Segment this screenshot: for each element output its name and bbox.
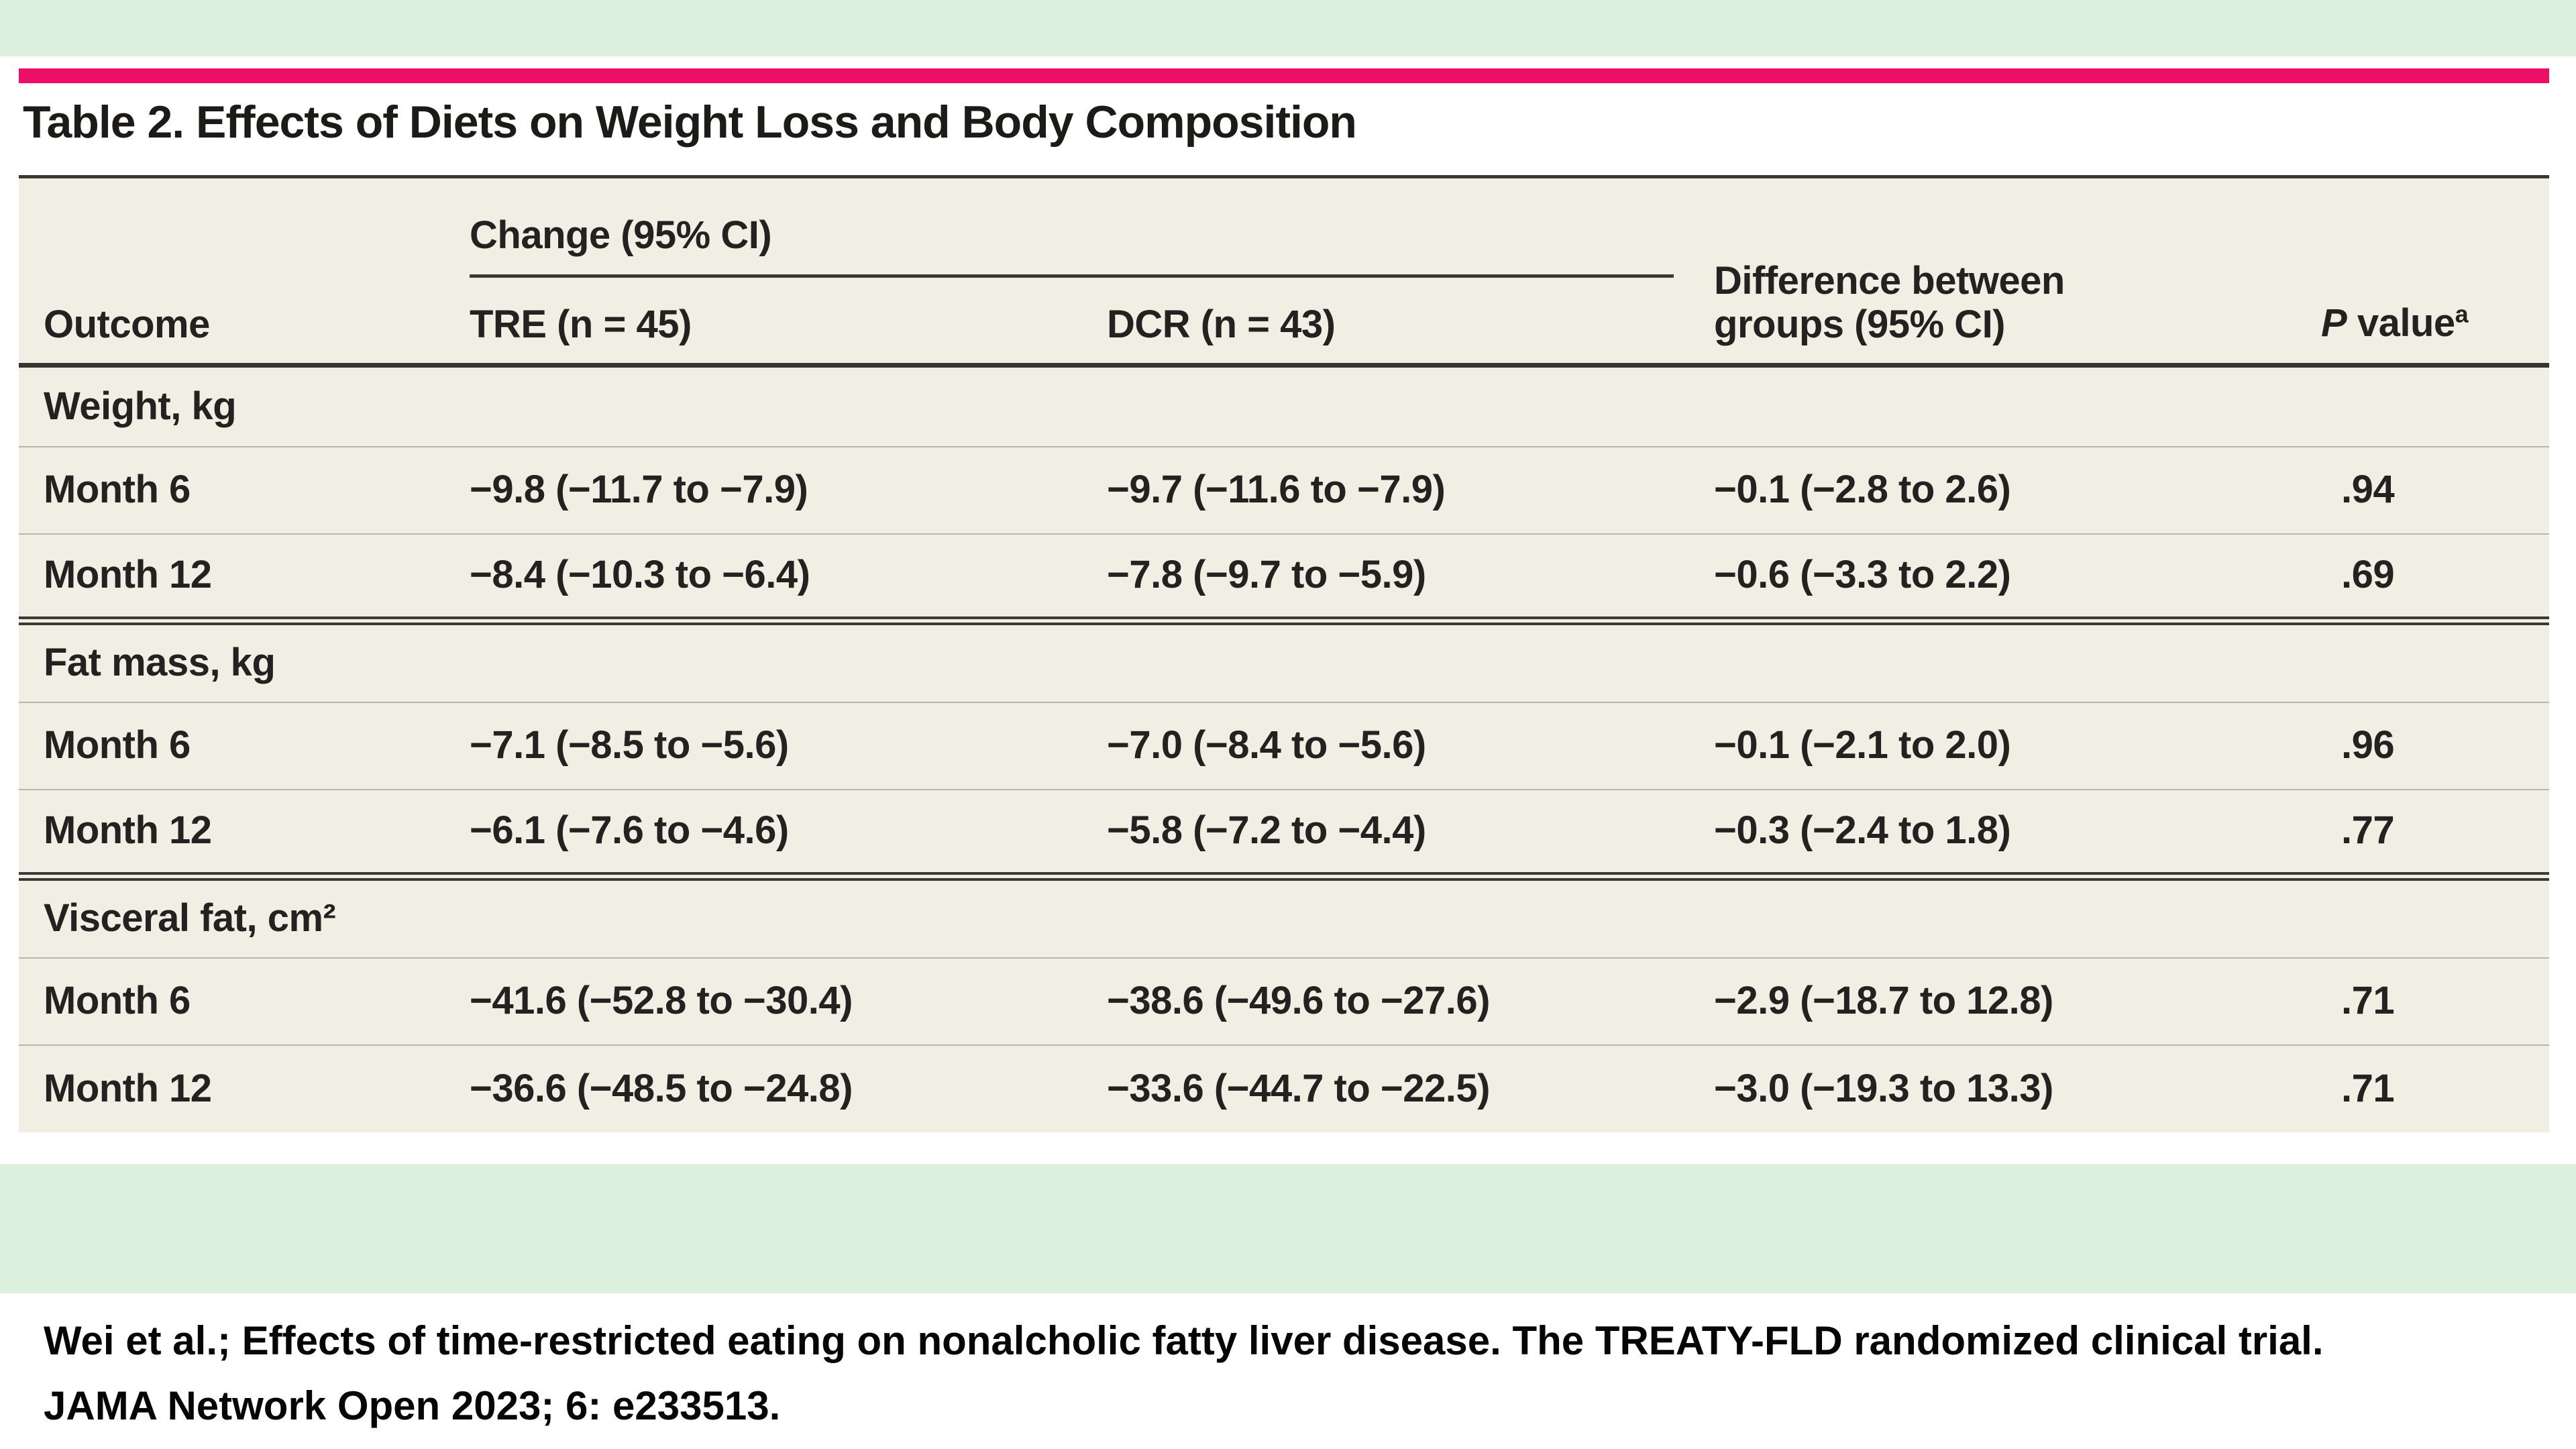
bottom-green-band xyxy=(0,1164,2576,1293)
top-green-band xyxy=(0,0,2576,56)
results-table: Change (95% CI) Difference between group… xyxy=(19,175,2550,1132)
tre-cell: −6.1 (−7.6 to −4.6) xyxy=(470,808,789,853)
header-outcome: Outcome xyxy=(44,303,210,347)
table-row: Month 12 −8.4 (−10.3 to −6.4) −7.8 (−9.7… xyxy=(19,533,2550,621)
tre-cell: −36.6 (−48.5 to −24.8) xyxy=(470,1066,853,1110)
table-title: Table 2. Effects of Diets on Weight Loss… xyxy=(23,97,1357,148)
header-change-spanner: Change (95% CI) xyxy=(470,177,1714,278)
dcr-cell: −38.6 (−49.6 to −27.6) xyxy=(1107,979,1490,1023)
p-value-cell: .94 xyxy=(2341,468,2395,512)
outcome-cell: Month 6 xyxy=(44,468,191,512)
section-label: Fat mass, kg xyxy=(44,641,276,685)
tre-cell: −7.1 (−8.5 to −5.6) xyxy=(470,723,789,767)
results-table-wrap: Change (95% CI) Difference between group… xyxy=(19,175,2550,1132)
p-value-cell: .71 xyxy=(2341,1066,2395,1110)
table-row: Month 6 −7.1 (−8.5 to −5.6) −7.0 (−8.4 t… xyxy=(19,702,2550,790)
difference-cell: −0.1 (−2.1 to 2.0) xyxy=(1714,723,2011,767)
tre-cell: −8.4 (−10.3 to −6.4) xyxy=(470,553,810,597)
dcr-cell: −33.6 (−44.7 to −22.5) xyxy=(1107,1066,1490,1110)
header-spanner-row: Change (95% CI) Difference between group… xyxy=(19,177,2549,346)
header-difference-line2: groups (95% CI) xyxy=(1714,303,2006,347)
section-label: Visceral fat, cm² xyxy=(44,896,336,941)
tre-cell: −41.6 (−52.8 to −30.4) xyxy=(470,979,853,1023)
table-row: Month 6 −9.8 (−11.7 to −7.9) −9.7 (−11.6… xyxy=(19,446,2550,534)
p-superscript: a xyxy=(2455,300,2469,328)
header-difference: Difference between groups (95% CI) xyxy=(1714,177,2321,366)
accent-bar xyxy=(19,68,2549,83)
dcr-cell: −7.8 (−9.7 to −5.9) xyxy=(1107,553,1426,597)
section-row-visceral-fat: Visceral fat, cm² xyxy=(19,876,2550,958)
difference-cell: −2.9 (−18.7 to 12.8) xyxy=(1714,979,2053,1023)
header-corner-cell xyxy=(19,177,470,278)
section-label: Weight, kg xyxy=(44,384,237,428)
header-change-label: Change (95% CI) xyxy=(470,213,772,257)
p-value-cell: .69 xyxy=(2341,553,2395,597)
outcome-cell: Month 6 xyxy=(44,723,191,767)
table-body: Weight, kg Month 6 −9.8 (−11.7 to −7.9) … xyxy=(19,366,2550,1132)
outcome-cell: Month 12 xyxy=(44,1066,212,1110)
dcr-cell: −9.7 (−11.6 to −7.9) xyxy=(1107,468,1446,512)
outcome-cell: Month 6 xyxy=(44,979,191,1023)
difference-cell: −0.6 (−3.3 to 2.2) xyxy=(1714,553,2011,597)
section-row-weight: Weight, kg xyxy=(19,366,2549,447)
header-columns-row: Outcome TRE (n = 45) DCR (n = 43) xyxy=(19,278,2549,366)
dcr-cell: −5.8 (−7.2 to −4.4) xyxy=(1107,808,1426,853)
p-value-cell: .96 xyxy=(2341,723,2395,767)
p-italic: P xyxy=(2321,301,2347,345)
outcome-cell: Month 12 xyxy=(44,553,212,597)
citation-line1: Wei et al.; Effects of time-restricted e… xyxy=(44,1318,2324,1363)
header-p-value: P valuea xyxy=(2321,177,2549,366)
difference-cell: −0.3 (−2.4 to 1.8) xyxy=(1714,808,2011,853)
difference-cell: −0.1 (−2.8 to 2.6) xyxy=(1714,468,2011,512)
p-value-cell: .71 xyxy=(2341,979,2395,1023)
table-row: Month 12 −6.1 (−7.6 to −4.6) −5.8 (−7.2 … xyxy=(19,789,2550,877)
p-value-cell: .77 xyxy=(2341,808,2395,853)
citation-line2: JAMA Network Open 2023; 6: e233513. xyxy=(44,1383,781,1428)
header-tre: TRE (n = 45) xyxy=(470,303,692,347)
header-dcr: DCR (n = 43) xyxy=(1107,303,1336,347)
spanner-underline xyxy=(470,274,1674,278)
table-header: Change (95% CI) Difference between group… xyxy=(19,177,2550,366)
difference-cell: −3.0 (−19.3 to 13.3) xyxy=(1714,1066,2053,1110)
tre-cell: −9.8 (−11.7 to −7.9) xyxy=(470,468,808,512)
table-row: Month 6 −41.6 (−52.8 to −30.4) −38.6 (−4… xyxy=(19,957,2550,1045)
table-row: Month 12 −36.6 (−48.5 to −24.8) −33.6 (−… xyxy=(19,1044,2550,1132)
citation: Wei et al.; Effects of time-restricted e… xyxy=(44,1308,2539,1438)
p-rest: value xyxy=(2347,301,2455,345)
header-difference-line1: Difference between xyxy=(1714,259,2065,303)
section-row-fat-mass: Fat mass, kg xyxy=(19,621,2550,702)
outcome-cell: Month 12 xyxy=(44,808,212,853)
dcr-cell: −7.0 (−8.4 to −5.6) xyxy=(1107,723,1426,767)
